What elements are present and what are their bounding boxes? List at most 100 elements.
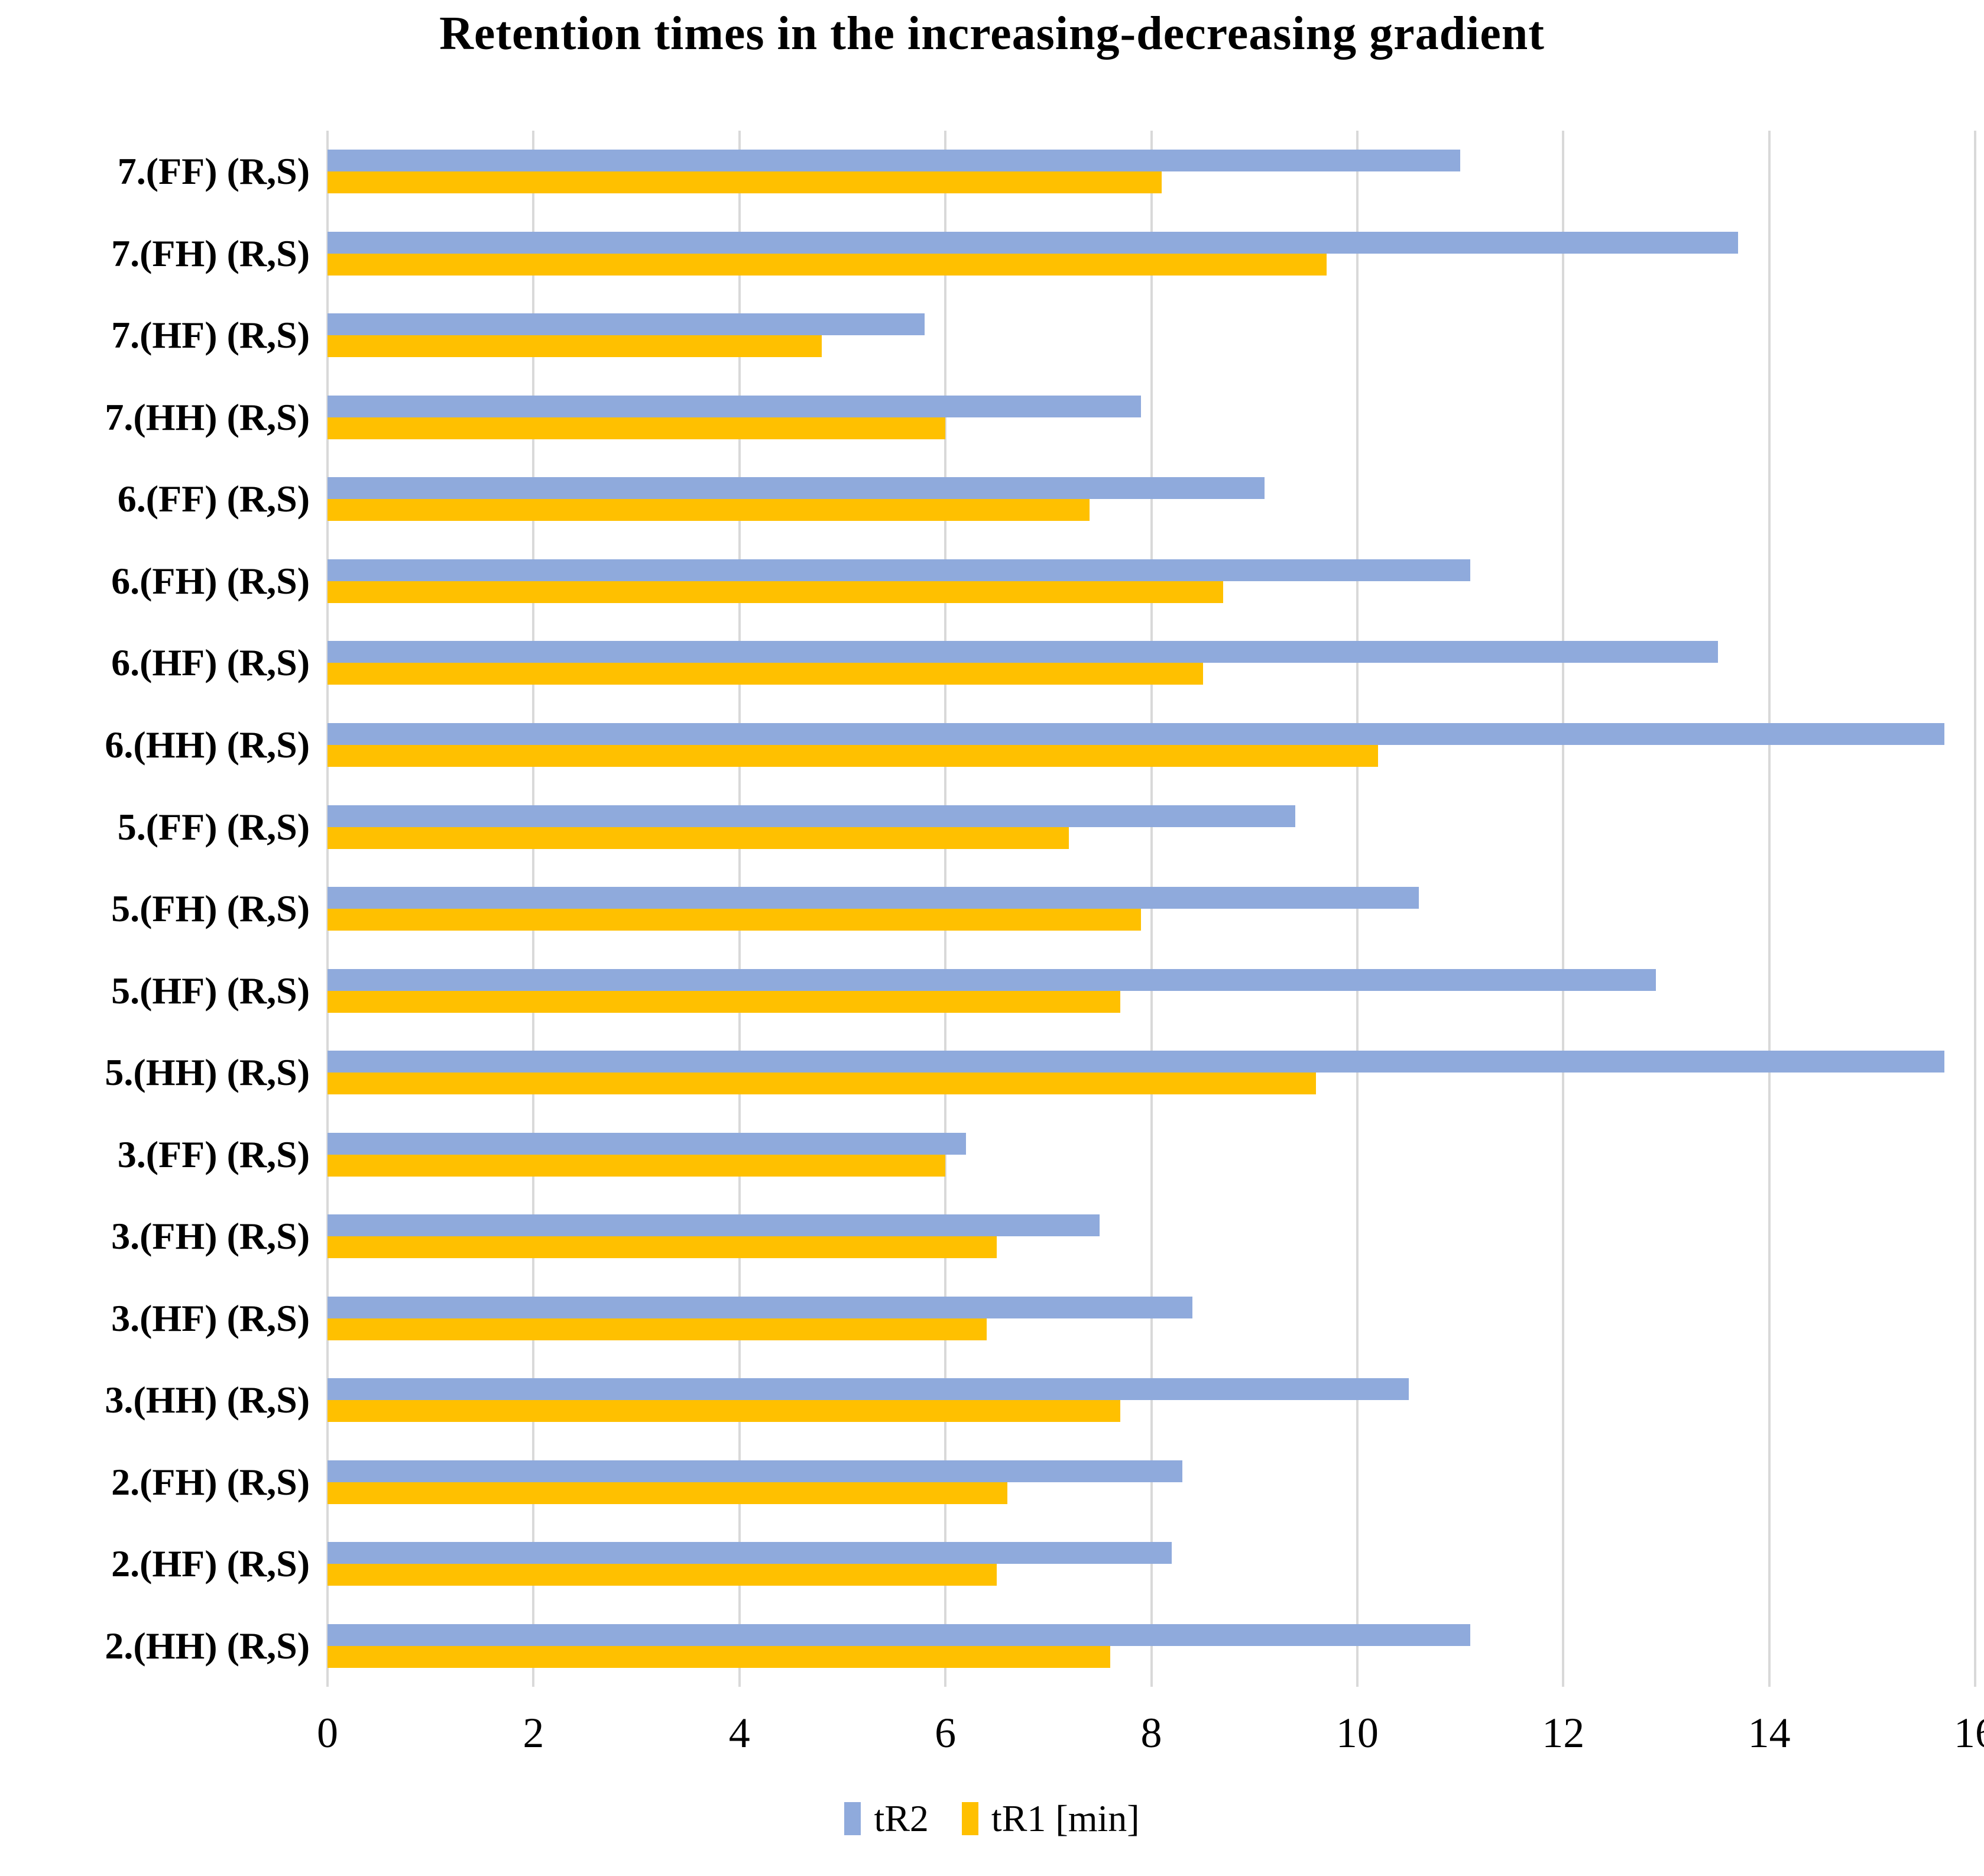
bar-rows: 7.(FF) (R,S) 7.(FH) (R,S) 7.(HF) (R,S) 7.(H… bbox=[105, 131, 1975, 1687]
bar-tR2 bbox=[328, 1132, 966, 1155]
legend-label-tR2: tR2 bbox=[874, 1797, 929, 1839]
plot-area: 7.(FF) (R,S) 7.(FH) (R,S) 7.(HF) (R,S) 7.(H… bbox=[105, 131, 1976, 1687]
bar-pair bbox=[328, 150, 1975, 194]
bar-pair bbox=[328, 1296, 1975, 1340]
bar-tR2 bbox=[328, 722, 1944, 745]
bar-pair bbox=[328, 1051, 1975, 1095]
bar-tR2 bbox=[328, 887, 1419, 909]
category-row: 6.(FH) (R,S) bbox=[111, 540, 1975, 623]
category-label: 2.(HH) (R,S) bbox=[105, 1624, 310, 1667]
category-row: 5.(FH) (R,S) bbox=[111, 868, 1975, 950]
category-row: 2.(FH) (R,S) bbox=[111, 1441, 1975, 1524]
bar-tR1 bbox=[328, 744, 1378, 767]
bar-tR2 bbox=[328, 1460, 1182, 1482]
x-tick-label: 4 bbox=[728, 1709, 750, 1757]
bar-tR1 bbox=[328, 1236, 997, 1259]
gridline bbox=[1768, 131, 1771, 1687]
category-row: 7.(HH) (R,S) bbox=[105, 377, 1975, 459]
category-label: 3.(HF) (R,S) bbox=[111, 1297, 310, 1339]
bar-pair bbox=[328, 1214, 1975, 1259]
bar-pair bbox=[328, 395, 1975, 439]
x-tick-label: 14 bbox=[1748, 1709, 1791, 1757]
x-tick-label: 12 bbox=[1542, 1709, 1585, 1757]
bar-pair bbox=[328, 968, 1975, 1013]
category-row: 5.(HH) (R,S) bbox=[105, 1032, 1975, 1114]
bar-tR2 bbox=[328, 1296, 1193, 1318]
bar-pair bbox=[328, 1542, 1975, 1586]
category-row: 7.(HF) (R,S) bbox=[111, 294, 1975, 377]
bar-pair bbox=[328, 559, 1975, 603]
x-tick-label: 16 bbox=[1954, 1709, 1984, 1757]
bar-tR1 bbox=[328, 1482, 1007, 1504]
bar-pair bbox=[328, 722, 1975, 767]
bar-tR1 bbox=[328, 990, 1121, 1013]
bar-pair bbox=[328, 1460, 1975, 1504]
category-label: 6.(HF) (R,S) bbox=[111, 641, 310, 684]
bar-tR2 bbox=[328, 1378, 1409, 1401]
bar-pair bbox=[328, 1132, 1975, 1177]
bar-tR1 bbox=[328, 171, 1162, 194]
bar-tR2 bbox=[328, 1051, 1944, 1073]
category-label: 2.(HF) (R,S) bbox=[111, 1543, 310, 1585]
category-label: 7.(FF) (R,S) bbox=[117, 150, 310, 193]
category-row: 3.(FF) (R,S) bbox=[118, 1113, 1975, 1195]
gridline bbox=[1562, 131, 1565, 1687]
category-label: 3.(FH) (R,S) bbox=[111, 1215, 310, 1258]
category-row: 2.(HF) (R,S) bbox=[111, 1523, 1975, 1605]
x-tick-label: 0 bbox=[317, 1709, 338, 1757]
bar-tR2 bbox=[328, 1624, 1471, 1646]
category-label: 5.(HH) (R,S) bbox=[105, 1051, 310, 1094]
bar-pair bbox=[328, 1624, 1975, 1668]
bar-pair bbox=[328, 641, 1975, 685]
bar-tR1 bbox=[328, 827, 1069, 849]
category-label: 7.(FH) (R,S) bbox=[111, 232, 310, 274]
category-row: 3.(HH) (R,S) bbox=[105, 1359, 1975, 1441]
bar-tR2 bbox=[328, 313, 925, 336]
bar-tR1 bbox=[328, 1400, 1121, 1423]
category-row: 5.(FF) (R,S) bbox=[118, 786, 1975, 868]
bar-tR1 bbox=[328, 499, 1090, 521]
category-label: 3.(FF) (R,S) bbox=[117, 1133, 310, 1175]
legend: tR2 tR1 [min] bbox=[0, 1800, 1984, 1838]
bar-tR1 bbox=[328, 909, 1142, 931]
category-row: 6.(FF) (R,S) bbox=[118, 458, 1975, 540]
bar-tR1 bbox=[328, 417, 946, 439]
bar-tR2 bbox=[328, 231, 1739, 254]
category-row: 6.(HF) (R,S) bbox=[111, 622, 1975, 704]
bar-tR1 bbox=[328, 335, 822, 358]
bar-pair bbox=[328, 313, 1975, 358]
x-axis: 0 2 4 6 8 10 12 14 16 bbox=[317, 1709, 1984, 1775]
category-row: 6.(HH) (R,S) bbox=[105, 704, 1975, 786]
bar-tR1 bbox=[328, 1318, 987, 1340]
bar-tR1 bbox=[328, 1073, 1317, 1095]
bar-tR2 bbox=[328, 1214, 1100, 1237]
legend-swatch-tR1 bbox=[961, 1802, 978, 1835]
category-row: 2.(HH) (R,S) bbox=[105, 1605, 1975, 1687]
gridline bbox=[1974, 131, 1976, 1687]
category-label: 5.(FH) (R,S) bbox=[111, 887, 310, 930]
legend-label-tR1: tR1 [min] bbox=[991, 1797, 1140, 1839]
category-label: 5.(FF) (R,S) bbox=[117, 805, 310, 848]
bar-tR2 bbox=[328, 968, 1656, 991]
bar-tR1 bbox=[328, 1154, 946, 1177]
bar-tR2 bbox=[328, 1542, 1172, 1564]
x-tick-label: 2 bbox=[523, 1709, 544, 1757]
x-tick-label: 10 bbox=[1335, 1709, 1379, 1757]
bar-tR1 bbox=[328, 1645, 1110, 1668]
category-row: 5.(HF) (R,S) bbox=[111, 950, 1975, 1032]
legend-swatch-tR2 bbox=[844, 1802, 861, 1835]
category-label: 3.(HH) (R,S) bbox=[105, 1379, 310, 1421]
category-label: 6.(FH) (R,S) bbox=[111, 559, 310, 602]
bar-pair bbox=[328, 805, 1975, 849]
bar-tR2 bbox=[328, 395, 1142, 417]
category-label: 2.(FH) (R,S) bbox=[111, 1460, 310, 1503]
bar-tR2 bbox=[328, 641, 1718, 663]
bar-pair bbox=[328, 1378, 1975, 1423]
category-label: 6.(HH) (R,S) bbox=[105, 723, 310, 766]
category-label: 7.(HH) (R,S) bbox=[105, 396, 310, 438]
bar-tR1 bbox=[328, 1564, 997, 1586]
bar-tR2 bbox=[328, 150, 1461, 172]
category-label: 5.(HF) (R,S) bbox=[111, 969, 310, 1012]
bar-tR2 bbox=[328, 805, 1296, 827]
